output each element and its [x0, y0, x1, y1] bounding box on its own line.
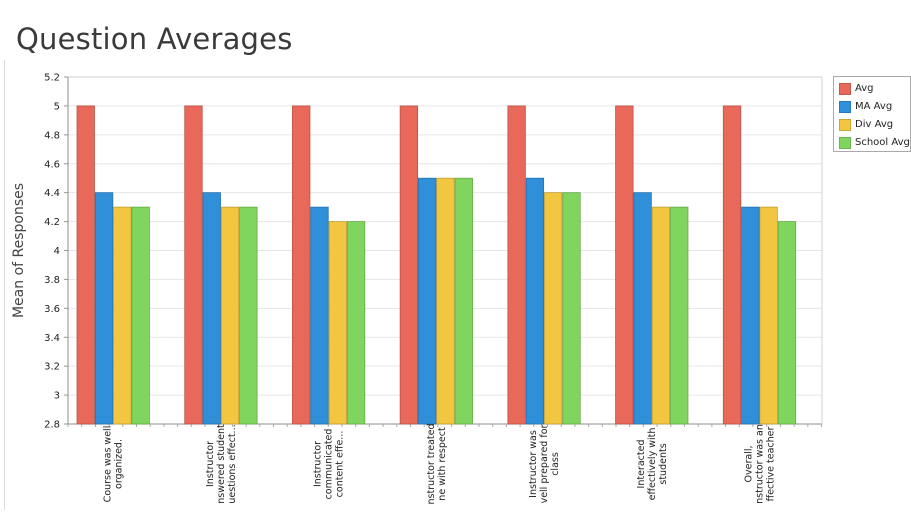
y-tick-label: 3 [54, 391, 60, 402]
page-left-border [4, 60, 5, 510]
x-category-label-line: Overall, [743, 446, 754, 483]
bar-div-avg [436, 177, 455, 425]
legend-label-avg: Avg [855, 83, 874, 94]
x-category-label-line: nswered student [216, 424, 227, 504]
y-tick-label: 3.8 [44, 275, 60, 286]
chart-legend: Avg MA Avg Div Avg School Avg [833, 76, 911, 152]
y-tick-label: 4.4 [44, 188, 60, 199]
legend-item-school-avg: School Avg [839, 136, 910, 149]
bar-div-avg [113, 206, 132, 425]
y-tick-label: 3.2 [44, 362, 60, 373]
x-category-label: Interacted effectively with students [636, 428, 669, 501]
legend-swatch-avg [839, 82, 851, 95]
legend-label-ma-avg: MA Avg [855, 101, 893, 112]
x-category-label-line: Course was well [103, 426, 114, 503]
bar-school-avg [670, 206, 689, 425]
x-category-label-line: ffective teacher [765, 426, 776, 501]
y-tick-label: 2.8 [44, 420, 60, 431]
x-category-label-line: students [658, 443, 669, 484]
y-tick-label: 4.2 [44, 217, 60, 228]
legend-swatch-div-avg [839, 118, 851, 131]
x-category-label-line: ne with respect [437, 427, 448, 501]
x-category-label: nstructor treated ne with respect [426, 424, 448, 505]
bar-avg [76, 105, 95, 425]
y-tick-label: 3.6 [44, 304, 60, 315]
bar-avg [292, 105, 311, 425]
bar-school-avg [777, 221, 797, 425]
bar-avg [184, 105, 203, 425]
x-category-label-line: organized. [114, 439, 125, 489]
x-category-label: Instructor communicated content effe... [313, 429, 346, 500]
bar-avg [615, 105, 634, 425]
bar-school-avg [346, 221, 366, 425]
bar-div-avg [759, 206, 778, 425]
bar-avg [399, 105, 419, 425]
x-category-label-line: Instructor was [528, 430, 539, 498]
x-category-label-line: vell prepared for [539, 424, 550, 503]
x-category-label-line: Instructor [313, 441, 324, 487]
bar-avg [722, 105, 742, 425]
y-tick-label: 4.6 [44, 159, 60, 170]
x-category-label-line: nstructor treated [426, 424, 437, 505]
legend-label-div-avg: Div Avg [855, 119, 894, 130]
legend-item-ma-avg: MA Avg [839, 100, 892, 113]
chart-title: Question Averages [16, 22, 293, 56]
x-category-label: Overall, nstructor was an ffective teacher [743, 424, 776, 504]
y-tick-label: 3.4 [44, 333, 60, 344]
bar-school-avg [562, 192, 581, 425]
y-tick-label: 4 [54, 246, 60, 257]
x-category-label: Course was well organized. [103, 426, 125, 503]
bar-ma-avg [525, 177, 545, 425]
bar-ma-avg [94, 192, 114, 425]
x-category-label-line: content effe... [335, 431, 346, 498]
bar-ma-avg [633, 192, 652, 425]
x-category-label: Instructor was vell prepared for class [528, 424, 561, 503]
bar-div-avg [220, 206, 240, 425]
bar-ma-avg [418, 177, 437, 425]
x-category-label-line: nstructor was an [754, 424, 765, 504]
y-tick-label: 4.8 [44, 130, 60, 141]
legend-label-school-avg: School Avg [855, 137, 910, 148]
legend-swatch-ma-avg [839, 100, 851, 113]
bar-school-avg [239, 206, 258, 425]
y-tick-label: 5 [54, 101, 60, 112]
bar-school-avg [454, 177, 473, 425]
x-category-label-line: Instructor [205, 441, 216, 487]
x-category-label: Instructor nswered student uestions effect… [205, 424, 238, 504]
bar-div-avg [544, 192, 563, 425]
legend-swatch-school-avg [839, 136, 851, 149]
legend-item-avg: Avg [839, 82, 874, 95]
bar-ma-avg [741, 206, 760, 425]
bar-ma-avg [202, 192, 221, 425]
x-category-label-line: communicated [324, 429, 335, 500]
bar-school-avg [131, 206, 150, 425]
x-category-label-line: effectively with [647, 428, 658, 501]
y-tick-label: 5.2 [44, 73, 60, 84]
y-axis-title: Mean of Responses [11, 183, 27, 318]
x-category-label-line: class [550, 452, 561, 476]
x-category-label-line: uestions effect... [227, 424, 238, 503]
legend-item-div-avg: Div Avg [839, 118, 893, 131]
x-category-label-line: Interacted [636, 440, 647, 489]
bar-div-avg [651, 206, 671, 425]
bar-div-avg [328, 221, 347, 425]
bar-ma-avg [310, 206, 329, 425]
bar-avg [507, 105, 526, 425]
